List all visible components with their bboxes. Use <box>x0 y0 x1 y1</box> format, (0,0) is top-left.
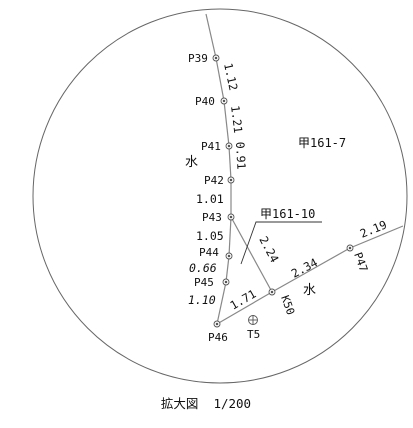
p40-marker <box>220 97 228 105</box>
boundary-line-p46-k50 <box>216 291 273 325</box>
boundary-lines <box>205 13 404 325</box>
label-p47: P47 <box>351 251 370 274</box>
p39-marker <box>212 54 220 62</box>
p41-marker <box>225 142 233 150</box>
label-p43: P43 <box>202 211 222 224</box>
water-label-left: 水 <box>185 155 198 170</box>
distance-p43-p44: 1.05 <box>196 229 224 243</box>
p42-marker <box>227 176 235 184</box>
point-markers <box>212 54 354 328</box>
distance-p40-p41: 1.21 <box>228 105 245 134</box>
label-p46: P46 <box>208 331 228 344</box>
p43-marker <box>227 213 235 221</box>
boundary-line-p39-p40 <box>215 57 225 102</box>
label-p40: P40 <box>195 95 215 108</box>
label-k50: K50 <box>278 294 297 317</box>
label-p42: P42 <box>204 174 224 187</box>
distance-p44-p45: 0.66 <box>189 261 217 275</box>
boundary-line-p41-p42 <box>228 145 232 181</box>
p45-marker <box>222 278 230 286</box>
boundary-line-p40-p41 <box>223 100 230 147</box>
distance-p41-p42: 0.91 <box>233 141 248 169</box>
label-p39: P39 <box>188 52 208 65</box>
boundary-line-p44-p45 <box>225 255 230 283</box>
distance-p45-p46: 1.10 <box>188 293 216 307</box>
distance-p42-p43: 1.01 <box>196 192 224 206</box>
distance-p39-p40: 1.12 <box>221 62 240 92</box>
label-p44: P44 <box>199 246 219 259</box>
parcel-label-161-7: 甲161-7 <box>298 136 346 150</box>
p44-marker <box>225 252 233 260</box>
enlargement-boundary-circle <box>32 8 408 384</box>
label-p45: P45 <box>194 276 214 289</box>
distance-p43-k50: 2.24 <box>256 234 281 265</box>
p47-marker <box>346 244 354 252</box>
distance-p47-edge: 2.19 <box>358 217 389 240</box>
t5-marker-icon <box>248 315 258 325</box>
label-t5: T5 <box>247 328 260 341</box>
p46-marker <box>213 320 221 328</box>
parcel-label-161-10: 甲161-10 <box>260 207 315 221</box>
distance-k50-p47: 2.34 <box>289 255 320 280</box>
boundary-line-p47-edge <box>349 225 404 249</box>
k50-marker <box>268 288 276 296</box>
map-caption: 拡大図 1/200 <box>161 396 251 411</box>
boundary-line-k50-p47 <box>271 247 351 293</box>
parcel-leader-line <box>240 221 322 265</box>
boundary-line-top-to-p39 <box>205 13 217 59</box>
boundary-line-p43-p44 <box>228 216 232 257</box>
boundary-line-p43-k50 <box>230 216 273 293</box>
boundary-line-p45-p46 <box>216 281 227 325</box>
water-label-right: 水 <box>303 283 316 298</box>
label-p41: P41 <box>201 140 221 153</box>
